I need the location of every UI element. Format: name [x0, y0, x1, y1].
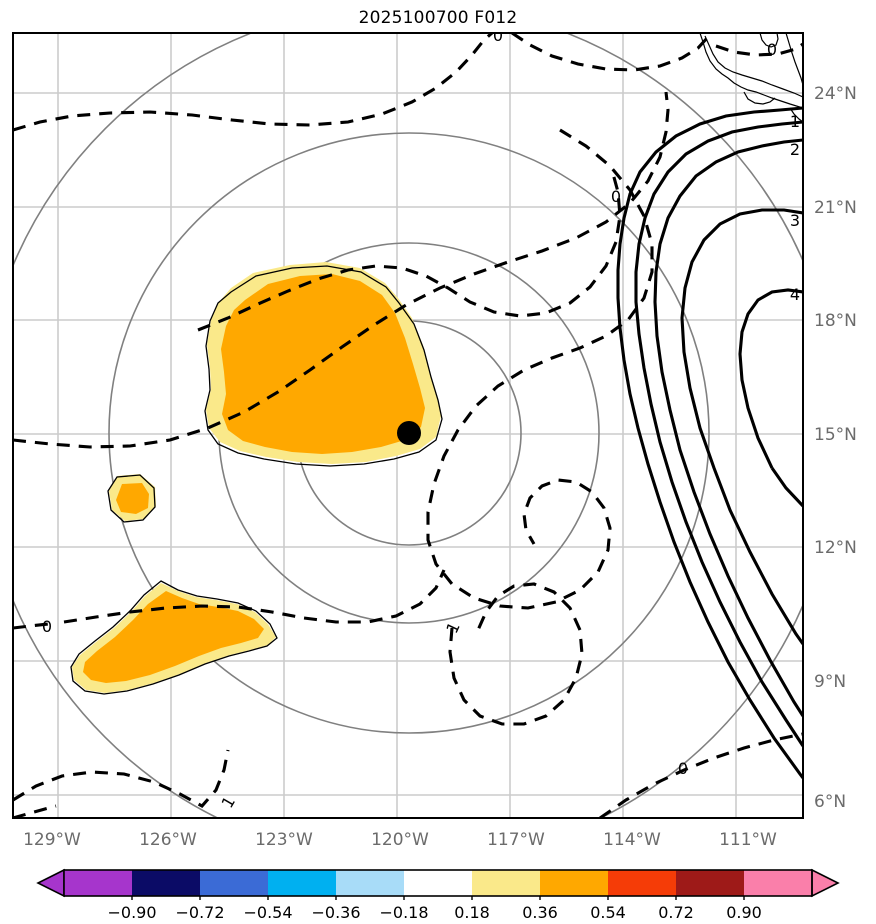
colorbar-extend-max-arrow [811, 868, 840, 898]
y-tick-24N: 24°N [814, 84, 857, 104]
colorbar-outline [63, 869, 813, 897]
contour-dashed-inner2 [426, 128, 654, 610]
y-tick-9N: 9°N [814, 672, 846, 692]
colorbar-segment-orangered[interactable] [608, 870, 677, 896]
y-axis-ticklabels: 24°N 21°N 18°N 15°N 12°N 9°N 6°N [814, 84, 857, 812]
contour-dashed-mid-left [13, 804, 57, 818]
colorbar-tick-label: 0.90 [726, 903, 762, 922]
contour-dashed-bottom-loop [448, 582, 584, 726]
colorbar-tick-label: −0.18 [379, 903, 428, 922]
coastline [699, 33, 803, 123]
contour-label-1-right: 1 [790, 112, 800, 131]
colorbar-tick-label: 0.54 [590, 903, 626, 922]
contour-dashed-lower-left-b [63, 569, 446, 624]
x-tick-126W: 126°W [139, 830, 197, 850]
colorbar-extend-min-arrow [36, 868, 65, 898]
shade-band-sw-core [83, 591, 264, 683]
contour-dashed-top-far-right [715, 42, 803, 57]
colorbar-segment-lightblue[interactable] [336, 870, 405, 896]
contour-dashed-upper-left [13, 33, 494, 132]
x-axis-ticklabels: 129°W 126°W 123°W 120°W 117°W 114°W 111°… [23, 830, 777, 850]
contour-outline-main-blob [204, 265, 443, 467]
contour-label-3-right: 3 [790, 211, 800, 230]
contour-dashed-bottom-right [599, 732, 803, 818]
contour-solid-2 [653, 138, 803, 717]
colorbar-segment-darkred[interactable] [676, 870, 745, 896]
contour-outline-sw-blob [70, 580, 278, 695]
storm-center-marker[interactable] [397, 421, 421, 445]
contour-dashed-lower-left [13, 622, 49, 630]
contour-label-0-upper-right: 0 [767, 40, 777, 59]
colorbar-tick-label: −0.72 [175, 903, 224, 922]
x-tick-129W: 129°W [23, 830, 81, 850]
colorbar-segment-cyan[interactable] [268, 870, 337, 896]
y-tick-18N: 18°N [814, 311, 857, 331]
anomaly-colorbar[interactable]: −0.90 −0.72 −0.54 −0.36 −0.18 0.18 0.36 0.54 0.7… [36, 868, 840, 922]
shade-band-small-core [116, 483, 149, 514]
shade-band-main-core [221, 274, 425, 454]
colorbar-segment-orange[interactable] [540, 870, 609, 896]
contour-dashed-top-right [511, 33, 710, 72]
positive-contours [616, 106, 803, 779]
contour-label-0-top: 0 [493, 26, 503, 45]
colorbar-tick-label: −0.36 [311, 903, 360, 922]
x-tick-114W: 114°W [603, 830, 661, 850]
x-tick-111W: 111°W [719, 830, 777, 850]
y-tick-21N: 21°N [814, 198, 857, 218]
x-tick-120W: 120°W [371, 830, 429, 850]
contour-label-4-right: 4 [790, 285, 800, 304]
colorbar-segment-white[interactable] [404, 870, 473, 896]
contour-label-0-bottom-right: 0 [678, 759, 688, 778]
colorbar-tick-label: −0.90 [107, 903, 156, 922]
colorbar-tick-label: 0.18 [454, 903, 490, 922]
colorbar-segment-navy[interactable] [132, 870, 201, 896]
contour-label-0-left: 0 [42, 617, 52, 636]
contour-solid-4b [770, 467, 803, 508]
negative-contours [13, 33, 803, 818]
contour-solid-4 [738, 288, 803, 469]
contour-dashed-bottom-left [13, 749, 230, 808]
contour-outline-small-blob [107, 474, 156, 523]
contour-solid-1b [634, 120, 803, 747]
contour-dashed-inner [197, 169, 622, 332]
y-tick-15N: 15°N [814, 425, 857, 445]
plot-frame [12, 32, 804, 819]
contour-label-0-right-mid: 0 [611, 187, 621, 206]
colorbar-segment-pink[interactable] [744, 870, 813, 896]
y-tick-12N: 12°N [814, 538, 857, 558]
contour-dashed-midband [13, 91, 670, 449]
colorbar-tick-label: −0.54 [243, 903, 292, 922]
chart-title: 2025100700 F012 [358, 8, 518, 28]
contour-solid-3 [680, 208, 803, 645]
colorbar-tick-label: 0.36 [522, 903, 558, 922]
colorbar-segment-paleyellow[interactable] [472, 870, 541, 896]
contour-label-2-right: 2 [790, 140, 800, 159]
colorbar-tick-label: 0.72 [658, 903, 694, 922]
x-tick-123W: 123°W [255, 830, 313, 850]
x-tick-117W: 117°W [487, 830, 545, 850]
contour-solid-1a [616, 106, 803, 779]
shaded-anomaly-regions [70, 262, 443, 695]
colorbar-segment-purple[interactable] [64, 870, 133, 896]
colorbar-segment-blue[interactable] [200, 870, 269, 896]
y-tick-6N: 6°N [814, 792, 846, 812]
